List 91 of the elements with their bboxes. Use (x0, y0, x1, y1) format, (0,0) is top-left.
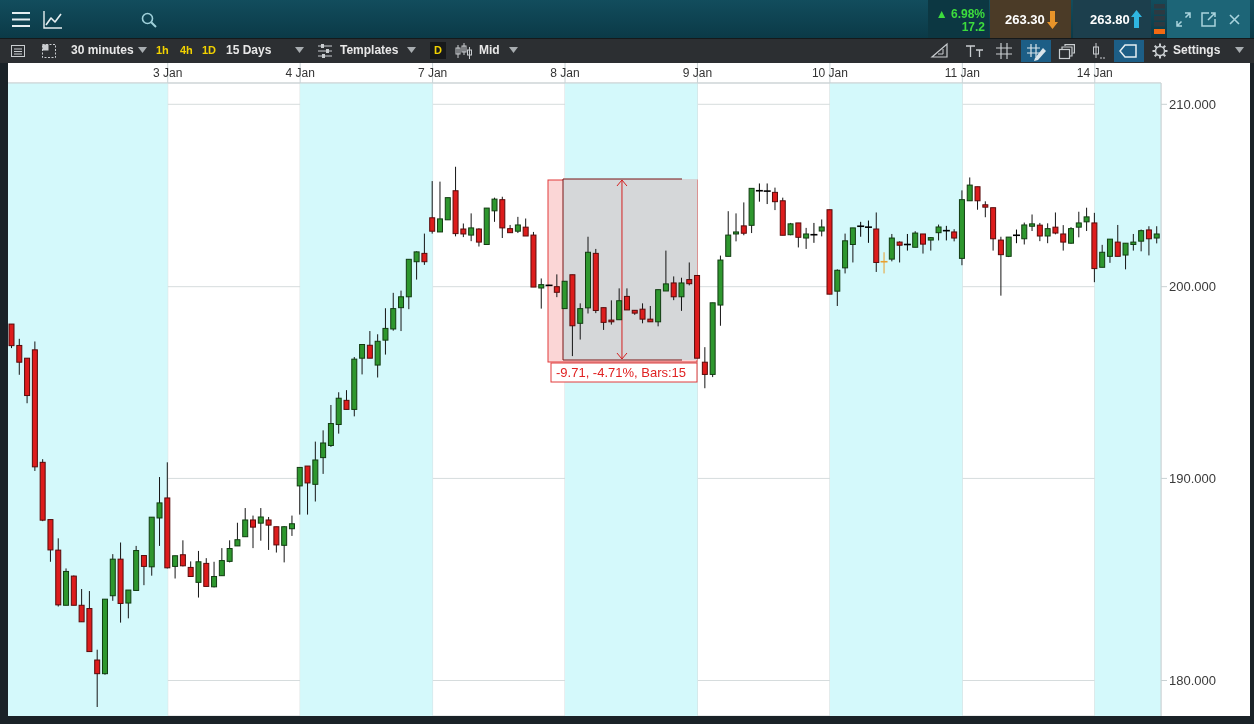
candlestick (296, 466, 303, 516)
candlestick (94, 649, 101, 708)
text: Mid (479, 43, 500, 58)
candlestick (304, 465, 311, 516)
text: D (430, 42, 446, 59)
text: 1D (202, 43, 217, 58)
candlestick (444, 197, 451, 221)
candlestick (701, 346, 708, 389)
candlestick (366, 330, 373, 359)
x-tick-label: 14 Jan (1076, 66, 1113, 80)
x-tick-label: 7 Jan (417, 66, 448, 80)
candlestick (288, 515, 295, 537)
candlestick (888, 233, 895, 262)
x-tick-label: 9 Jan (682, 66, 713, 80)
candlestick (359, 344, 366, 375)
candlestick (140, 555, 147, 586)
x-tick-label: 3 Jan (153, 66, 183, 80)
candlestick (1145, 225, 1152, 256)
candlestick (234, 522, 241, 547)
candlestick (997, 236, 1004, 297)
candlestick (257, 507, 264, 542)
candlestick (475, 227, 482, 248)
x-tick-label: 4 Jan (285, 66, 315, 80)
candlestick (834, 268, 841, 307)
candlestick (1044, 222, 1051, 244)
candlestick (250, 515, 257, 549)
candlestick (740, 201, 747, 236)
candlestick (919, 233, 926, 255)
x-tick-label: 11 Jan (944, 66, 980, 80)
candlestick (1029, 213, 1036, 232)
text: 1h (156, 43, 169, 58)
text: Settings (1173, 43, 1221, 58)
candlestick (662, 250, 669, 292)
candlestick (974, 186, 981, 211)
candlestick (211, 561, 218, 588)
candlestick (1106, 238, 1113, 264)
candlestick (678, 277, 685, 312)
y-tick-label: 180.000 (1169, 673, 1216, 689)
candlestick (320, 429, 327, 475)
candlestick (1099, 244, 1106, 268)
candlestick (538, 277, 545, 310)
candlestick (468, 212, 475, 242)
candlestick (172, 555, 179, 580)
candlestick (733, 212, 740, 242)
text: ▲ 6.98% (935, 7, 985, 22)
candlestick (795, 222, 802, 248)
candlestick (398, 290, 405, 332)
y-tick-label: 200.000 (1169, 279, 1216, 295)
candlestick (179, 539, 186, 567)
text: 4h (180, 43, 193, 58)
candlestick (436, 181, 443, 233)
candlestick (343, 389, 350, 410)
text: Templates (340, 43, 399, 58)
x-tick-label: 8 Jan (550, 66, 580, 80)
candlestick (273, 526, 280, 554)
candlestick (725, 210, 732, 257)
x-tick-label: 10 Jan (811, 66, 848, 80)
candlestick (771, 187, 778, 211)
candlestick (849, 227, 856, 263)
y-tick-label: 190.000 (1169, 471, 1216, 487)
candlestick (1036, 222, 1043, 242)
candlestick (514, 216, 521, 234)
candlestick (966, 176, 973, 202)
candlestick (686, 261, 693, 286)
candlestick (265, 516, 272, 551)
candlestick (374, 333, 381, 378)
y-tick-label: 210.000 (1169, 96, 1216, 112)
text: 17.2 (961, 20, 985, 35)
candlestick (429, 180, 436, 235)
candlestick (623, 287, 630, 311)
candlestick (327, 404, 334, 448)
candlestick (1114, 224, 1121, 257)
candlestick (195, 550, 202, 599)
text: 15 Days (226, 43, 272, 58)
candlestick (281, 525, 288, 563)
annotation: -9.71, -4.71%, Bars:15 (556, 365, 687, 380)
candlestick (896, 240, 903, 263)
candlestick (1021, 222, 1028, 245)
candlestick (670, 275, 677, 301)
candlestick (616, 287, 623, 321)
text: 30 minutes (71, 43, 134, 58)
text: 263.80 (1090, 12, 1130, 27)
candlestick (803, 227, 810, 250)
candlestick (1083, 207, 1090, 232)
candlestick (553, 273, 560, 298)
candlestick (1075, 211, 1082, 238)
candlestick (203, 557, 210, 587)
text: 263.30 (1005, 12, 1045, 27)
candlestick (421, 233, 428, 266)
candlestick (242, 507, 249, 538)
candlestick (577, 302, 584, 341)
